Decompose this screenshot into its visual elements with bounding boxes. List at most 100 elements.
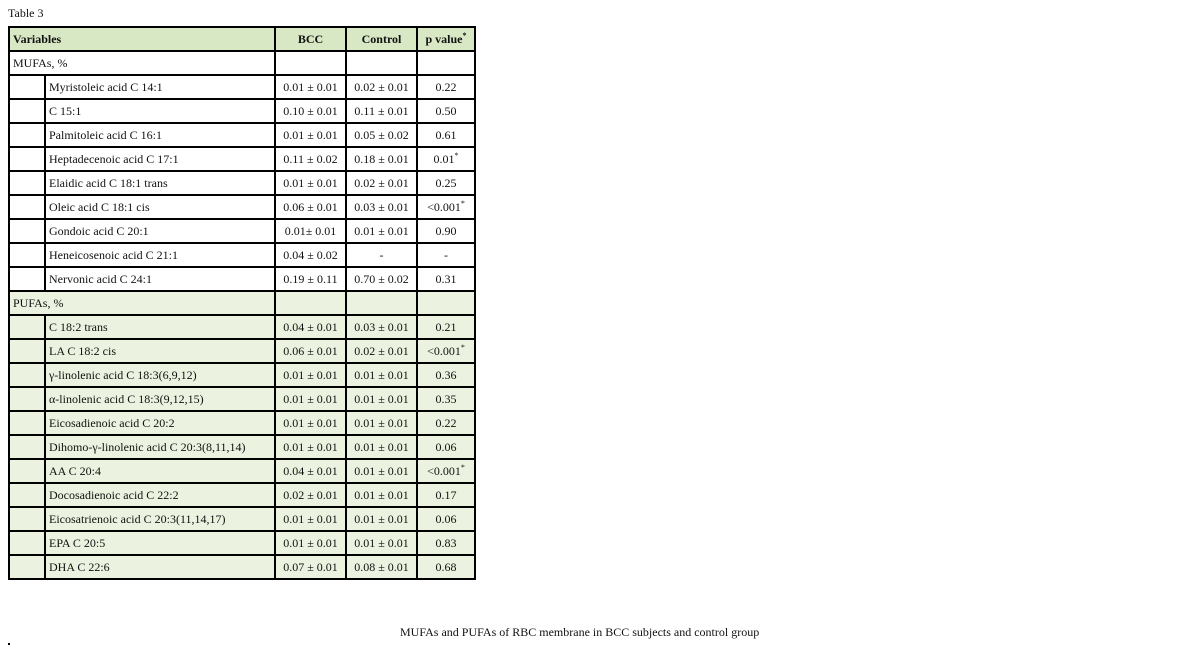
p-value: 0.68: [416, 554, 476, 580]
p-value: 0.83: [416, 530, 476, 556]
variable-name: Eicosatrienoic acid C 20:3(11,14,17): [44, 506, 276, 532]
p-value: 0.90: [416, 218, 476, 244]
p-value-text: 0.06: [435, 512, 457, 526]
bcc-value: 0.04 ± 0.01: [274, 314, 347, 340]
p-value-text: 0.61: [435, 128, 457, 142]
p-value: 0.50: [416, 98, 476, 124]
indent-cell: [8, 74, 46, 100]
bcc-value: 0.11 ± 0.02: [274, 146, 347, 172]
bcc-value: 0.06 ± 0.01: [274, 338, 347, 364]
table-row: Nervonic acid C 24:1 0.19 ± 0.11 0.70 ± …: [8, 266, 476, 292]
bcc-value: 0.04 ± 0.01: [274, 458, 347, 484]
significance-mark: *: [460, 343, 465, 352]
empty-cell: [345, 290, 418, 316]
bcc-value: 0.01 ± 0.01: [274, 362, 347, 388]
indent-cell: [8, 98, 46, 124]
empty-cell: [274, 290, 347, 316]
p-value: 0.36: [416, 362, 476, 388]
variable-name: Elaidic acid C 18:1 trans: [44, 170, 276, 196]
variable-name: Gondoic acid C 20:1: [44, 218, 276, 244]
p-value-text: -: [444, 248, 448, 262]
bcc-value: 0.07 ± 0.01: [274, 554, 347, 580]
table-row: AA C 20:4 0.04 ± 0.01 0.01 ± 0.01 <0.001…: [8, 458, 476, 484]
p-value-text: 0.06: [435, 440, 457, 454]
p-value-text: 0.22: [435, 416, 457, 430]
indent-cell: [8, 362, 46, 388]
p-value: 0.61: [416, 122, 476, 148]
table-row: α-linolenic acid C 18:3(9,12,15) 0.01 ± …: [8, 386, 476, 412]
bcc-value: 0.02 ± 0.01: [274, 482, 347, 508]
p-value-text: 0.83: [435, 536, 457, 550]
indent-cell: [8, 314, 46, 340]
table-row: Elaidic acid C 18:1 trans 0.01 ± 0.01 0.…: [8, 170, 476, 196]
indent-cell: [8, 122, 46, 148]
control-value: 0.18 ± 0.01: [345, 146, 418, 172]
p-value: 0.21: [416, 314, 476, 340]
header-row: Variables BCC Control p value*: [8, 26, 476, 52]
table-caption: MUFAs and PUFAs of RBC membrane in BCC s…: [400, 625, 760, 639]
indent-cell: [8, 434, 46, 460]
p-value: 0.17: [416, 482, 476, 508]
control-value: 0.01 ± 0.01: [345, 362, 418, 388]
variable-name: Oleic acid C 18:1 cis: [44, 194, 276, 220]
p-value: <0.001*: [416, 458, 476, 484]
p-value: <0.001*: [416, 338, 476, 364]
variable-name: LA C 18:2 cis: [44, 338, 276, 364]
indent-cell: [8, 266, 46, 292]
empty-cell: [345, 50, 418, 76]
variable-name: Heptadecenoic acid C 17:1: [44, 146, 276, 172]
table-row: γ-linolenic acid C 18:3(6,9,12) 0.01 ± 0…: [8, 362, 476, 388]
bcc-value: 0.01 ± 0.01: [274, 506, 347, 532]
significance-mark: *: [460, 199, 465, 208]
table-row: Dihomo-γ-linolenic acid C 20:3(8,11,14) …: [8, 434, 476, 460]
control-value: 0.05 ± 0.02: [345, 122, 418, 148]
bcc-value: 0.01 ± 0.01: [274, 530, 347, 556]
table-row: Eicosatrienoic acid C 20:3(11,14,17) 0.0…: [8, 506, 476, 532]
p-value: 0.06: [416, 506, 476, 532]
p-value-text: 0.21: [435, 320, 457, 334]
table-row: Palmitoleic acid C 16:1 0.01 ± 0.01 0.05…: [8, 122, 476, 148]
bcc-value: 0.01 ± 0.01: [274, 122, 347, 148]
control-value: 0.02 ± 0.01: [345, 170, 418, 196]
variable-name: Docosadienoic acid C 22:2: [44, 482, 276, 508]
empty-cell: [416, 50, 476, 76]
p-value-text: 0.90: [435, 224, 457, 238]
table-row: C 15:1 0.10 ± 0.01 0.11 ± 0.01 0.50: [8, 98, 476, 124]
variable-name: γ-linolenic acid C 18:3(6,9,12): [44, 362, 276, 388]
bcc-value: 0.01 ± 0.01: [274, 410, 347, 436]
empty-cell: [416, 290, 476, 316]
table-title: Table 3: [8, 6, 44, 20]
p-value-mark: *: [462, 31, 467, 40]
header-control: Control: [345, 26, 418, 52]
variable-name: DHA C 22:6: [44, 554, 276, 580]
p-value-text: 0.25: [435, 176, 457, 190]
control-value: -: [345, 242, 418, 268]
p-value: 0.22: [416, 74, 476, 100]
table-row: Docosadienoic acid C 22:2 0.02 ± 0.01 0.…: [8, 482, 476, 508]
table-row: Myristoleic acid C 14:1 0.01 ± 0.01 0.02…: [8, 74, 476, 100]
p-value-text: 0.22: [435, 80, 457, 94]
table-row: Oleic acid C 18:1 cis 0.06 ± 0.01 0.03 ±…: [8, 194, 476, 220]
bcc-value: 0.01 ± 0.01: [274, 434, 347, 460]
significance-mark: *: [454, 151, 459, 160]
p-value-text: <0.001: [427, 200, 461, 214]
p-value-text: <0.001: [427, 344, 461, 358]
bcc-value: 0.06 ± 0.01: [274, 194, 347, 220]
bcc-value: 0.10 ± 0.01: [274, 98, 347, 124]
p-value: 0.01*: [416, 146, 476, 172]
p-value-label: p value: [425, 32, 463, 46]
p-value: 0.31: [416, 266, 476, 292]
bcc-value: 0.19 ± 0.11: [274, 266, 347, 292]
control-value: 0.01 ± 0.01: [345, 458, 418, 484]
bcc-value: 0.01 ± 0.01: [274, 74, 347, 100]
control-value: 0.03 ± 0.01: [345, 314, 418, 340]
variable-name: Nervonic acid C 24:1: [44, 266, 276, 292]
bcc-value: 0.01± 0.01: [274, 218, 347, 244]
variable-name: AA C 20:4: [44, 458, 276, 484]
variable-name: Dihomo-γ-linolenic acid C 20:3(8,11,14): [44, 434, 276, 460]
p-value-text: 0.68: [435, 560, 457, 574]
fatty-acid-table: Variables BCC Control p value* MUFAs, % …: [8, 26, 476, 580]
p-value-text: 0.31: [435, 272, 457, 286]
control-value: 0.11 ± 0.01: [345, 98, 418, 124]
p-value-text: 0.50: [435, 104, 457, 118]
